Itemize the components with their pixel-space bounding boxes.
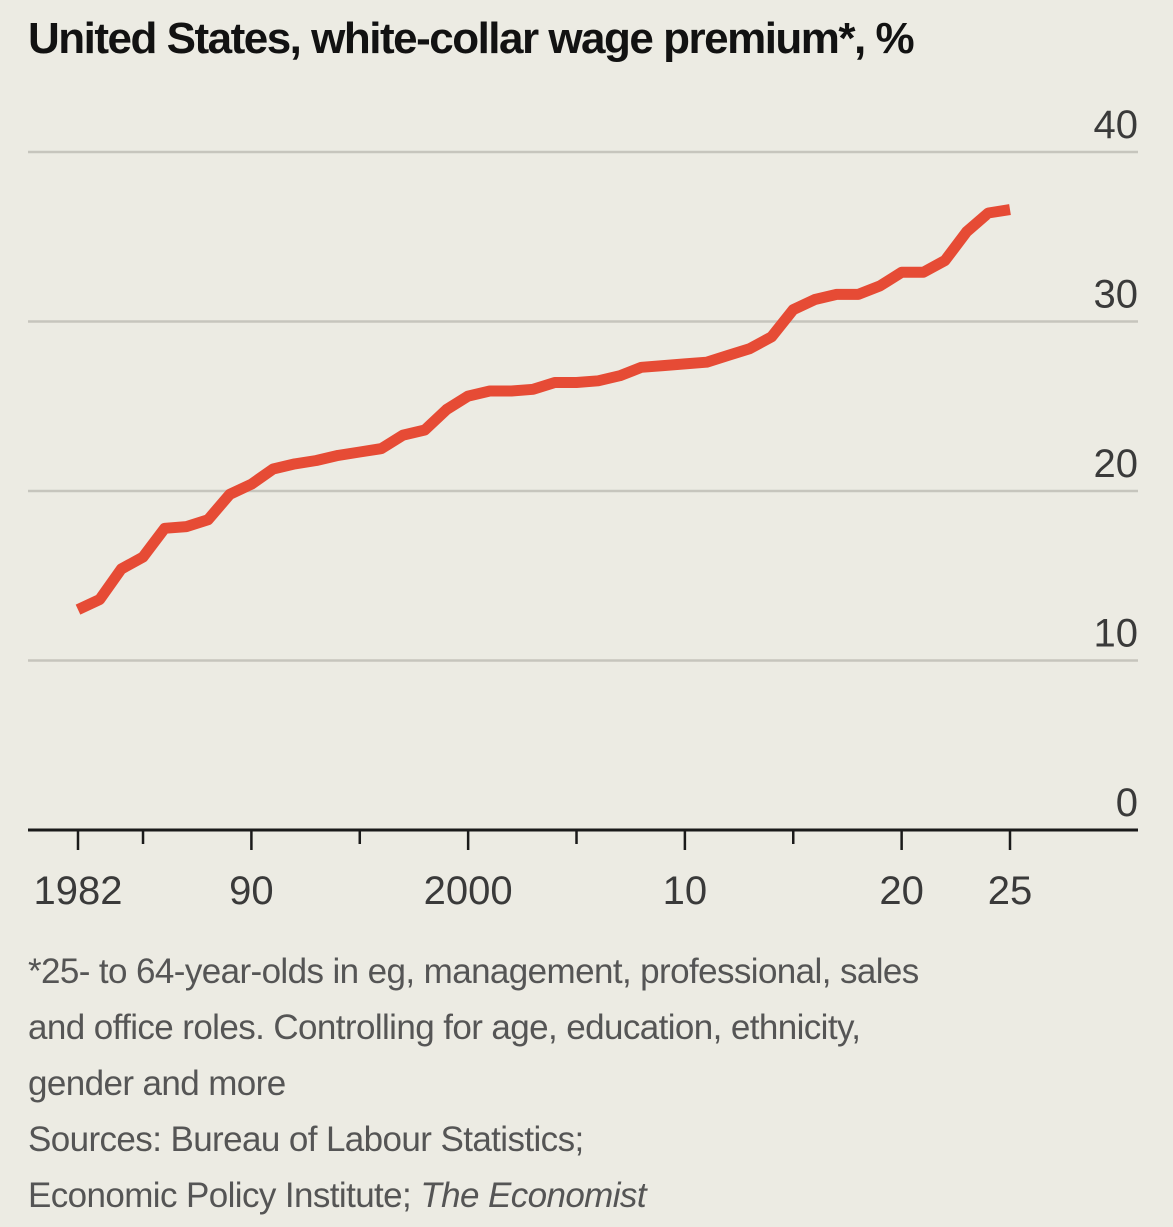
x-tick-label-1982: 1982 — [34, 869, 123, 913]
x-tick-label-2025: 25 — [988, 869, 1033, 913]
footnote-line-1: *25- to 64-year-olds in eg, management, … — [28, 952, 919, 991]
x-axis — [28, 828, 1138, 850]
x-tick-label-1990: 90 — [229, 869, 274, 913]
y-tick-label-40: 40 — [1094, 103, 1139, 147]
sources-line-2-prefix: Economic Policy Institute; — [28, 1176, 421, 1215]
y-tick-label-0: 0 — [1116, 781, 1138, 825]
sources-line-2: Economic Policy Institute; The Economist — [28, 1168, 1138, 1224]
x-tick-label-2010: 10 — [663, 869, 708, 913]
gridlines — [28, 150, 1138, 662]
x-tick-label-2000: 2000 — [424, 869, 513, 913]
x-axis-tick-labels: 1982 90 2000 10 20 25 — [34, 869, 1033, 913]
sources-line-2-publisher: The Economist — [420, 1176, 646, 1215]
line-chart: 0 10 20 30 40 1982 90 2000 10 20 25 — [28, 103, 1139, 913]
series-line-0 — [75, 204, 1011, 615]
y-tick-label-10: 10 — [1094, 612, 1139, 656]
sources-line-1: Sources: Bureau of Labour Statistics; — [28, 1120, 584, 1159]
y-tick-label-20: 20 — [1094, 442, 1139, 486]
footnote-line-2: and office roles. Controlling for age, e… — [28, 1008, 861, 1047]
footnote-line-3: gender and more — [28, 1064, 286, 1103]
series-layer — [75, 204, 1011, 615]
y-axis-tick-labels: 0 10 20 30 40 — [1094, 103, 1139, 825]
chart-title: United States, white-collar wage premium… — [28, 14, 915, 63]
y-tick-label-30: 30 — [1094, 273, 1139, 317]
chart-footnote: *25- to 64-year-olds in eg, management, … — [28, 944, 1138, 1224]
x-tick-label-2020: 20 — [879, 869, 924, 913]
